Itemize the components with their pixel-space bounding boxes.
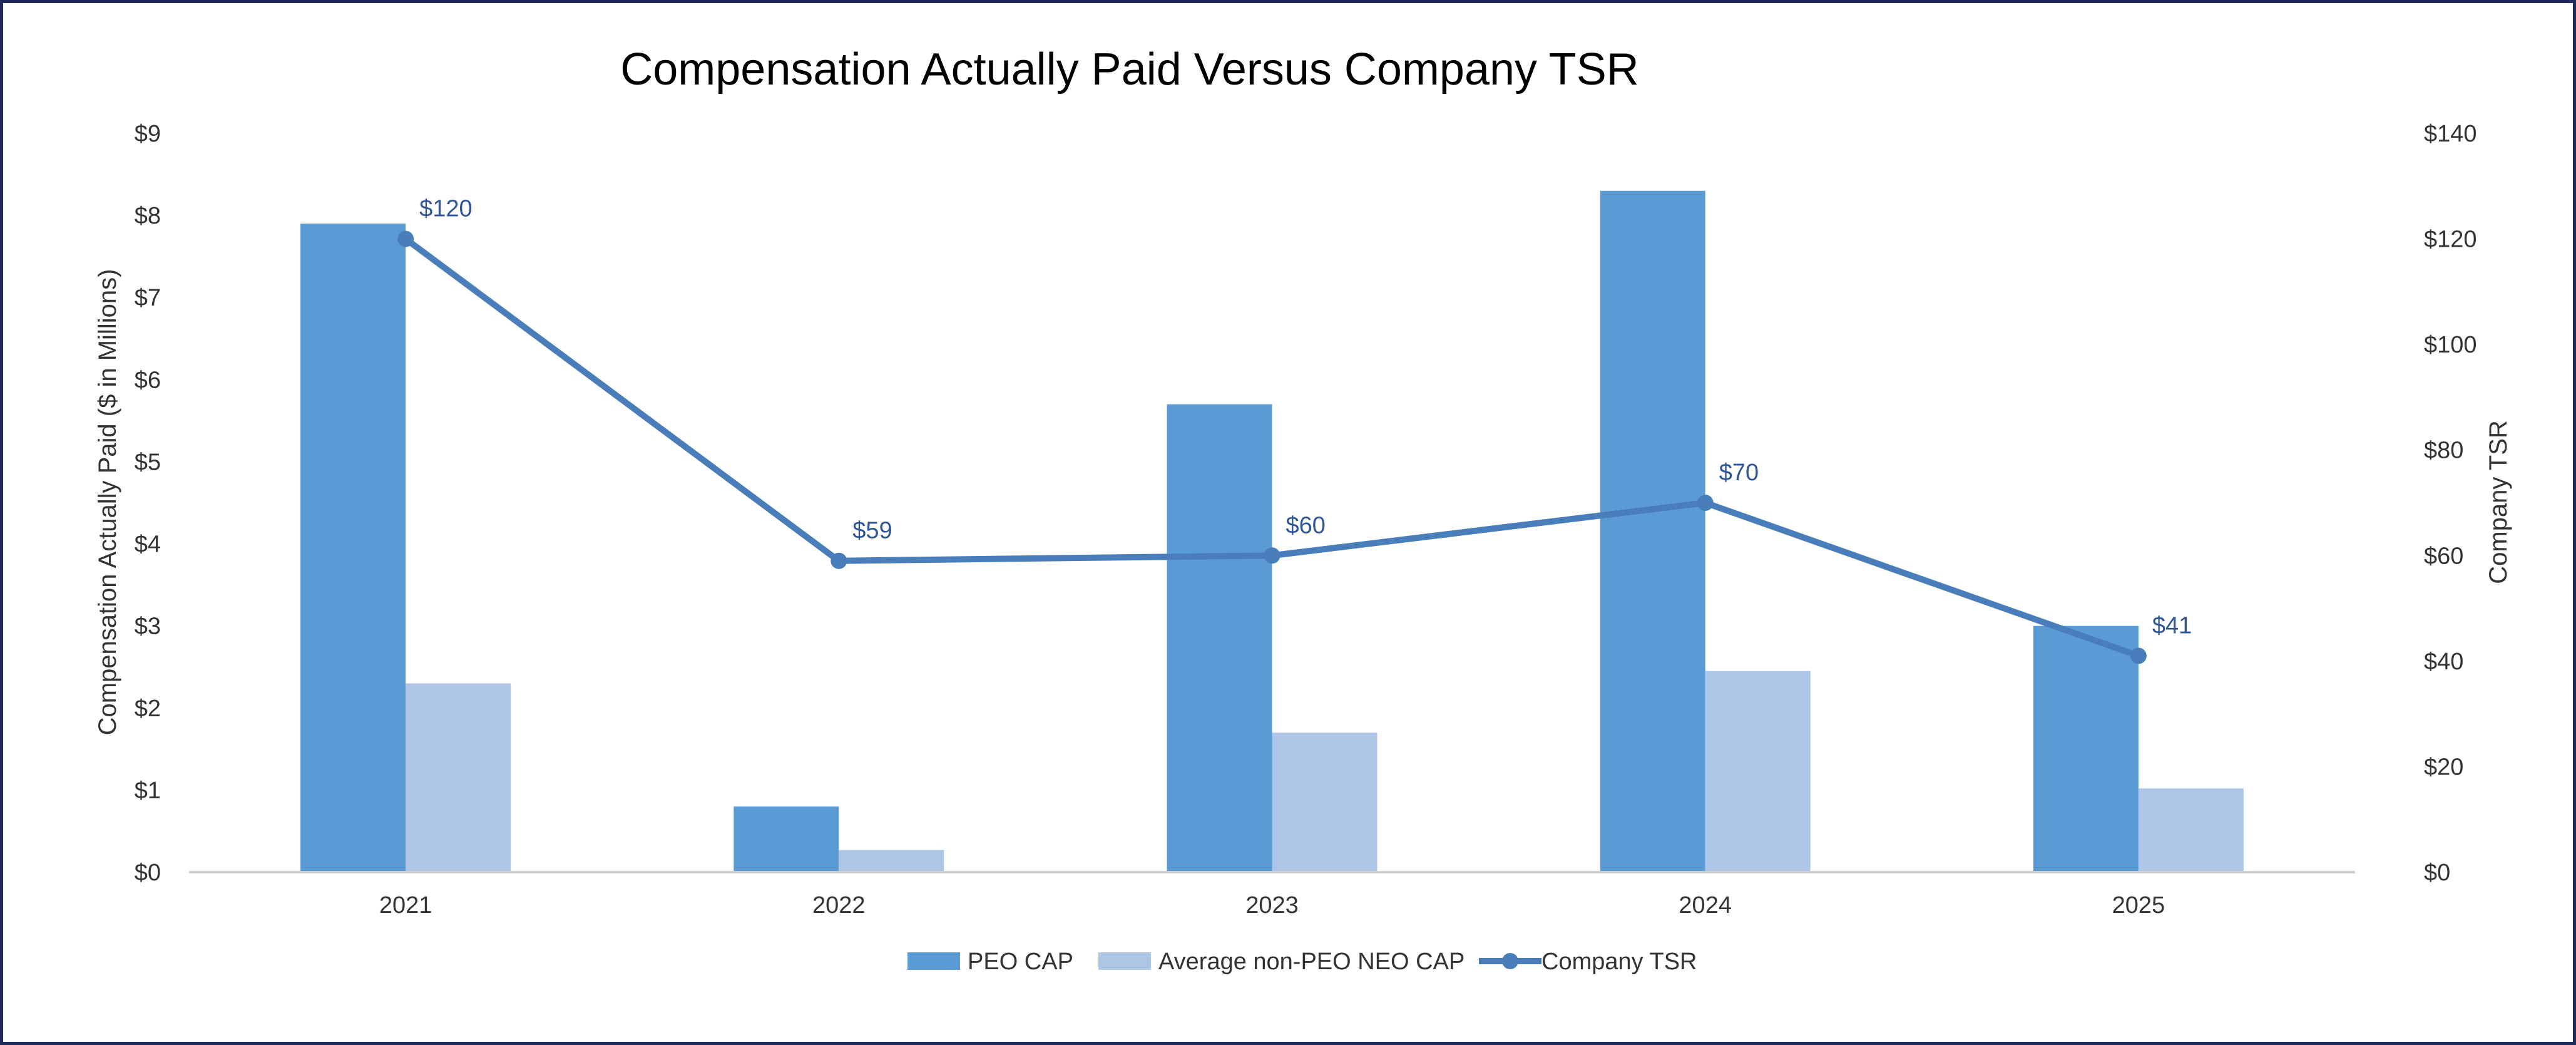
tsr-point <box>1264 547 1280 564</box>
tsr-point <box>1697 495 1714 511</box>
tsr-data-label: $120 <box>419 196 473 222</box>
legend-peo-cap-swatch <box>907 952 960 970</box>
y2-tick-label: $40 <box>2424 649 2463 675</box>
tsr-point <box>2130 647 2147 664</box>
peo-cap-bar <box>1600 190 1705 872</box>
peo-cap-bar <box>2033 625 2139 872</box>
y2-tick-label: $100 <box>2424 332 2477 358</box>
legend-company-tsr-swatch-marker <box>1502 953 1518 969</box>
chart-title: Compensation Actually Paid Versus Compan… <box>620 44 1639 95</box>
neo-cap-bar <box>1705 671 1811 872</box>
tsr-point <box>397 230 414 247</box>
y2-tick-label: $80 <box>2424 438 2463 464</box>
x-tick-label: 2021 <box>379 892 432 919</box>
y-tick-label: $9 <box>135 121 161 147</box>
y-tick-label: $2 <box>135 696 161 722</box>
y-axis-label: Compensation Actually Paid ($ in Million… <box>94 269 121 736</box>
y2-tick-label: $20 <box>2424 754 2463 780</box>
x-axis-ticks: 2021 2022 2023 2024 2025 <box>379 892 2165 919</box>
y-tick-label: $7 <box>135 285 161 311</box>
y-tick-label: $6 <box>135 367 161 393</box>
legend-peo-cap-label: PEO CAP <box>968 949 1073 975</box>
y-tick-label: $8 <box>135 203 161 229</box>
legend-company-tsr-label: Company TSR <box>1541 949 1697 975</box>
neo-cap-bar <box>839 850 944 872</box>
tsr-data-label: $59 <box>852 518 892 544</box>
y2-tick-label: $0 <box>2424 860 2450 886</box>
x-tick-label: 2022 <box>812 892 866 919</box>
x-tick-label: 2025 <box>2112 892 2165 919</box>
tsr-line-group: $120 $59 $60 $70 $41 <box>397 196 2192 664</box>
legend-neo-cap-swatch <box>1098 952 1151 970</box>
y2-tick-label: $140 <box>2424 121 2477 147</box>
neo-cap-bar <box>406 683 511 872</box>
y-tick-label: $5 <box>135 449 161 475</box>
tsr-data-label: $41 <box>2152 612 2192 639</box>
y-axis-ticks: $0 $1 $2 $3 $4 $5 $6 $7 $8 $9 <box>135 121 161 886</box>
tsr-point <box>831 552 847 569</box>
chart-svg: Compensation Actually Paid Versus Compan… <box>94 44 2512 975</box>
y-tick-label: $4 <box>135 532 161 558</box>
peo-cap-bar <box>1167 404 1272 872</box>
x-tick-label: 2024 <box>1679 892 1732 919</box>
legend-neo-cap-label: Average non-PEO NEO CAP <box>1158 949 1464 975</box>
y2-axis-label: Company TSR <box>2485 420 2512 584</box>
peo-cap-bar <box>733 806 839 872</box>
tsr-data-label: $60 <box>1286 512 1326 538</box>
y2-tick-label: $60 <box>2424 543 2463 569</box>
legend: PEO CAP Average non-PEO NEO CAP Company TS… <box>907 949 1697 975</box>
neo-cap-bar <box>1272 733 1377 872</box>
peo-cap-bar <box>300 224 406 873</box>
y-tick-label: $1 <box>135 778 161 804</box>
y2-axis-ticks: $0 $20 $40 $60 $80 $100 $120 $140 <box>2424 121 2477 886</box>
bars-group <box>300 190 2244 873</box>
tsr-data-label: $70 <box>1719 460 1759 486</box>
y-tick-label: $3 <box>135 614 161 640</box>
y-tick-label: $0 <box>135 860 161 886</box>
y2-tick-label: $120 <box>2424 227 2477 253</box>
x-tick-label: 2023 <box>1245 892 1299 919</box>
neo-cap-bar <box>2138 788 2244 872</box>
